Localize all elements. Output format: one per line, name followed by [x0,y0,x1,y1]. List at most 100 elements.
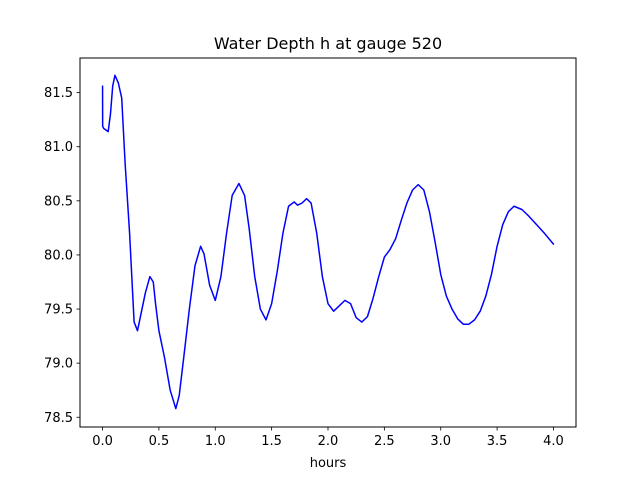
data-point [350,303,351,304]
data-point [179,395,180,396]
x-tick-label: 0.0 [92,434,113,449]
data-point [108,131,109,132]
data-point [468,324,469,325]
data-point [110,114,111,115]
data-point [389,249,390,250]
data-point [463,324,464,325]
x-tick-label: 4.0 [543,434,564,449]
data-point [310,202,311,203]
data-point [502,224,503,225]
y-tick-label: 80.5 [44,194,73,209]
data-point [189,308,190,309]
data-point [170,390,171,391]
data-point [513,206,514,207]
data-point [316,233,317,234]
data-point [203,253,204,254]
data-point [220,276,221,277]
data-point [401,220,402,221]
data-point [440,274,441,275]
series-layer [101,74,555,410]
data-point [288,206,289,207]
y-tick-label: 79.0 [44,357,73,372]
data-point [149,276,150,277]
data-point [429,211,430,212]
data-point [153,281,154,282]
data-point [124,162,125,163]
data-point [395,238,396,239]
data-point [244,195,245,196]
data-point [418,184,419,185]
data-point [474,319,475,320]
data-point [446,295,447,296]
data-point [297,205,298,206]
data-point [118,82,119,83]
data-point [134,321,135,322]
data-point [282,233,283,234]
data-point [356,317,357,318]
data-point [536,224,537,225]
data-point [215,300,216,301]
data-point [528,215,529,216]
x-tick-label: 1.0 [205,434,226,449]
x-tick-label: 1.5 [261,434,282,449]
series-line-0 [101,74,555,410]
x-tick-label: 2.0 [318,434,339,449]
x-tick-label: 2.5 [374,434,395,449]
data-point [226,233,227,234]
data-point [254,276,255,277]
data-point [140,314,141,315]
data-point [248,227,249,228]
data-point [155,303,156,304]
y-tick-label: 81.5 [44,86,73,101]
data-point [271,303,272,304]
x-axis: 0.0 0.5 1.0 1.5 2.0 2.5 3.0 3.5 4.0 [92,427,564,449]
data-point [102,86,103,87]
data-point [406,202,407,203]
data-point [294,201,295,202]
x-axis-label: hours [310,456,347,471]
data-point [361,321,362,322]
data-point [367,316,368,317]
data-point [112,86,113,87]
data-point [384,257,385,258]
data-point [260,308,261,309]
data-point [322,276,323,277]
data-point [451,308,452,309]
data-point [521,209,522,210]
data-point [327,303,328,304]
data-point [194,265,195,266]
data-point [306,198,307,199]
data-point [378,276,379,277]
data-point [265,319,266,320]
data-point [544,233,545,234]
data-point [121,97,122,98]
data-point [423,189,424,190]
y-tick-label: 78.5 [44,411,73,426]
y-axis: 78.5 79.0 79.5 80.0 80.5 81.0 81.5 [44,86,80,426]
data-point [485,295,486,296]
data-point [434,241,435,242]
data-point [129,233,130,234]
data-point [103,128,104,129]
data-point [175,408,176,409]
data-point [480,311,481,312]
data-point [496,246,497,247]
x-tick-label: 0.5 [149,434,170,449]
data-point [145,292,146,293]
data-point [372,298,373,299]
data-point [158,330,159,331]
data-point [333,311,334,312]
data-point [301,202,302,203]
data-point [491,274,492,275]
data-point [553,244,554,245]
y-tick-label: 79.5 [44,303,73,318]
x-tick-label: 3.5 [487,434,508,449]
data-point [508,211,509,212]
data-point [339,305,340,306]
x-tick-label: 3.0 [430,434,451,449]
data-point [183,357,184,358]
data-point [137,330,138,331]
data-point [114,75,115,76]
